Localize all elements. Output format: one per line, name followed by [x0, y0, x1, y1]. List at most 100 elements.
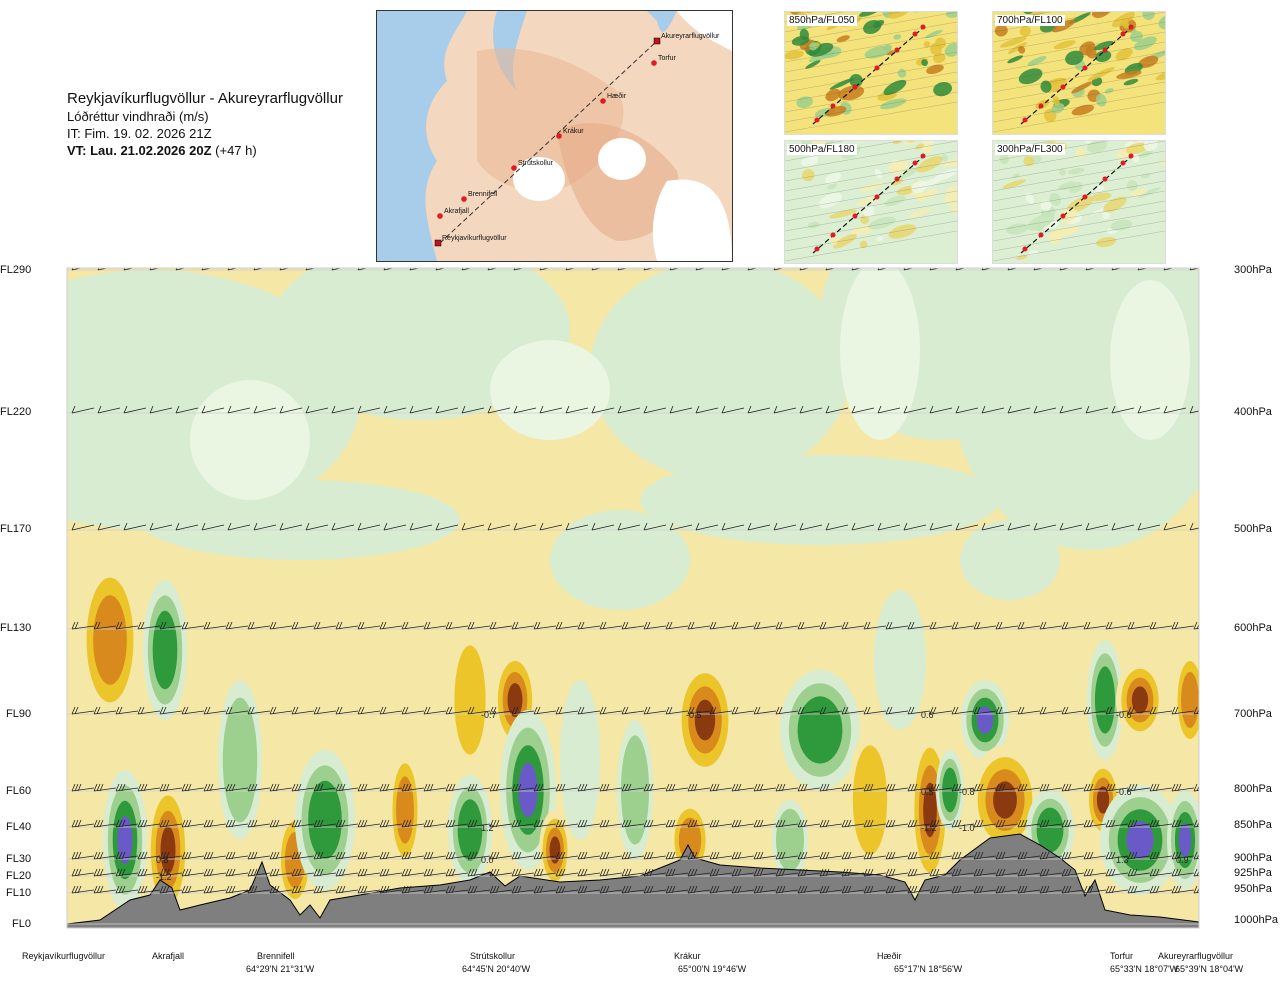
wind-barb: [331, 268, 343, 271]
wind-barb: [643, 783, 667, 792]
field-patch: [1058, 181, 1076, 191]
wind-barb: [313, 621, 337, 630]
wind-barb: [435, 522, 459, 531]
wind-barb: [951, 851, 975, 860]
fl-label: FL290: [0, 264, 32, 276]
wind-barb: [1171, 621, 1195, 630]
wind-barb: [97, 268, 109, 271]
wind-barb: [665, 819, 689, 828]
wind-barb: [643, 522, 667, 531]
wind-barb: [489, 783, 513, 792]
wind-barb: [955, 405, 979, 414]
wind-barb: [951, 706, 975, 715]
field-patch: [1138, 150, 1153, 158]
wind-barb: [819, 621, 843, 630]
wind-barb: [1017, 621, 1041, 630]
field-patch: [1018, 68, 1043, 85]
wind-barb: [643, 706, 667, 715]
wind-barb: [1061, 819, 1085, 828]
field-patch: [860, 182, 884, 193]
wind-barb: [279, 522, 303, 531]
wind-barb: [203, 819, 227, 828]
field-patch: [1025, 192, 1035, 204]
wind-barb: [1017, 783, 1041, 792]
location-label: Reykjavíkurflugvöllur: [22, 951, 106, 961]
wind-barb: [617, 268, 629, 271]
wind-barb: [731, 783, 755, 792]
field-patch: [1006, 223, 1029, 235]
wind-barb: [305, 268, 317, 271]
field-patch: [935, 37, 946, 49]
wind-barb: [819, 868, 843, 877]
fl-label: FL40: [6, 821, 32, 833]
field-contour: [396, 776, 414, 844]
wind-barb: [565, 522, 589, 531]
map-waypoint: [894, 176, 900, 182]
wind-barb: [621, 819, 645, 828]
wind-barb: [379, 621, 403, 630]
field-contour: [152, 610, 178, 690]
field-contour: [518, 762, 538, 818]
wind-barb: [1017, 706, 1041, 715]
wind-barb: [951, 783, 975, 792]
wind-barb: [1137, 522, 1161, 531]
wind-barb: [201, 268, 213, 271]
wind-barb: [423, 819, 447, 828]
wind-barb: [513, 268, 525, 271]
mini-map-label: 700hPa/FL100: [995, 15, 1065, 26]
field-patch: [1027, 213, 1055, 231]
wind-barb: [669, 522, 693, 531]
map-waypoint: [1022, 117, 1028, 123]
wind-barb: [489, 868, 513, 877]
wind-barb: [841, 621, 865, 630]
wind-barb: [841, 851, 865, 860]
wind-barb: [1171, 885, 1195, 894]
wind-barb: [929, 405, 953, 414]
map-waypoint: [830, 232, 836, 238]
wind-barb: [973, 851, 997, 860]
wind-barb: [1085, 268, 1097, 271]
wind-barb: [253, 522, 277, 531]
wind-barb: [825, 405, 849, 414]
location-coord: 65°33'N 18°07'W: [1110, 964, 1179, 974]
wind-barb: [71, 885, 95, 894]
wind-barb: [357, 783, 381, 792]
wind-barb: [269, 819, 293, 828]
wind-barb: [951, 621, 975, 630]
wind-barb: [709, 819, 733, 828]
location-coord: 65°00'N 19°46'W: [678, 964, 747, 974]
wind-barb: [669, 268, 681, 271]
wind-barb: [247, 851, 271, 860]
field-contour: [160, 826, 176, 874]
wind-barb: [775, 819, 799, 828]
field-patch: [911, 180, 928, 194]
wind-barb: [511, 885, 535, 894]
field-patch: [960, 520, 1060, 600]
location-coord: 64°45'N 20°40'W: [462, 964, 531, 974]
wind-barb: [401, 621, 425, 630]
wind-barb: [731, 851, 755, 860]
wind-barb: [445, 706, 469, 715]
mini-map-500: 500hPa/FL180: [784, 140, 958, 264]
map-waypoint: [1022, 246, 1028, 252]
wind-barb: [643, 621, 667, 630]
wind-barb: [799, 268, 811, 271]
field-patch: [818, 192, 842, 209]
wind-barb: [291, 783, 315, 792]
wind-barb: [357, 268, 369, 271]
wind-barb: [423, 621, 447, 630]
wind-barb: [1039, 621, 1063, 630]
wind-barb: [643, 885, 667, 894]
wind-barb: [445, 851, 469, 860]
wind-barb: [489, 885, 513, 894]
valid-time: VT: Lau. 21.02.2026 20Z: [67, 143, 212, 158]
wind-barb: [149, 405, 173, 414]
wind-barb: [1085, 522, 1109, 531]
wind-barb: [669, 405, 693, 414]
wind-barb: [269, 885, 293, 894]
wind-barb: [753, 783, 777, 792]
wind-barb: [461, 405, 485, 414]
wind-barb: [617, 405, 641, 414]
wind-barb: [269, 868, 293, 877]
wind-barb: [383, 268, 395, 271]
